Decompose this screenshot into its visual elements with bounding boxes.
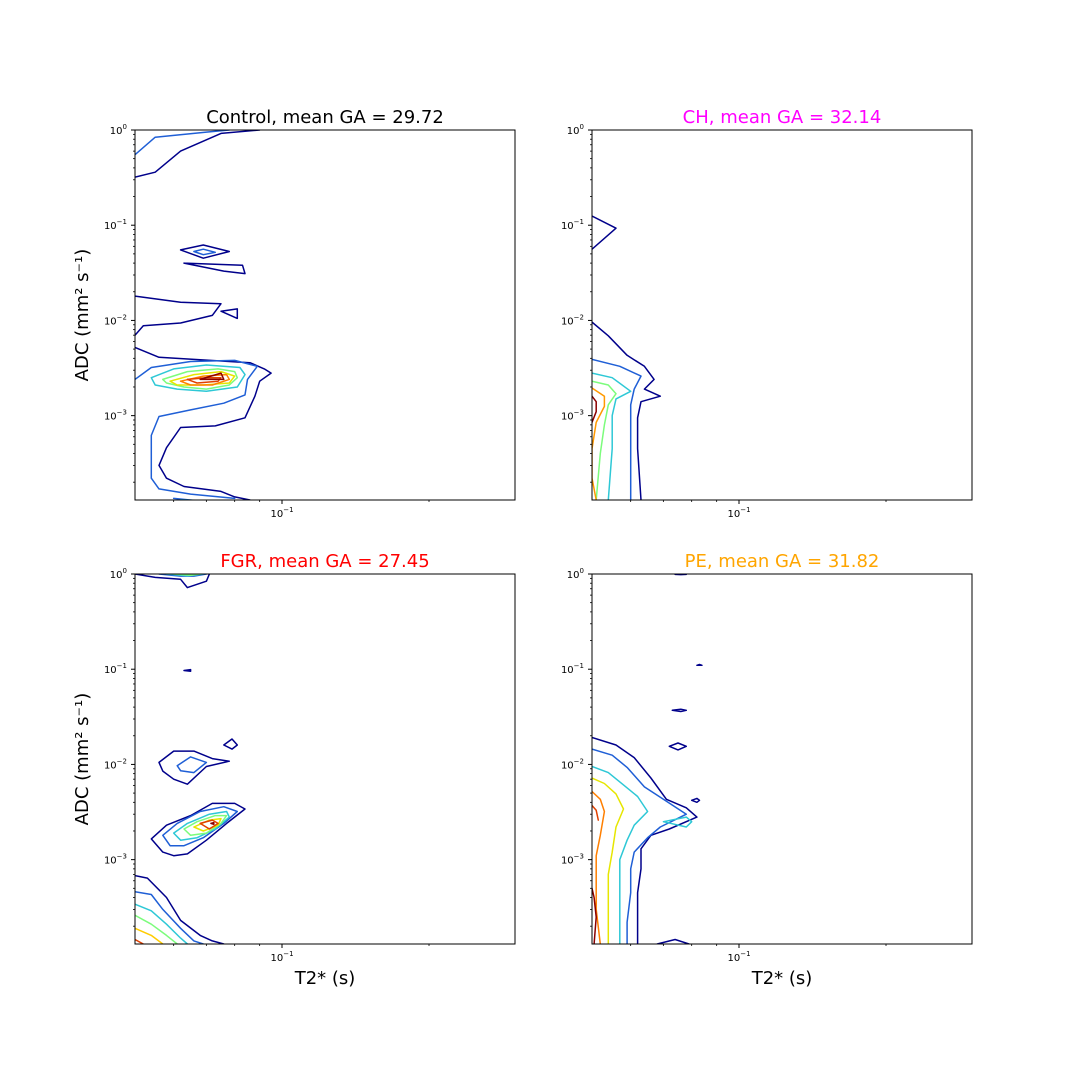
y-tick-label: 100: [567, 567, 584, 581]
panel-title: PE, mean GA = 31.82: [685, 551, 880, 572]
contour-line: [668, 742, 688, 751]
y-tick-label: 10−3: [561, 409, 584, 423]
contour-line: [592, 387, 606, 500]
x-tick-label: 10−1: [727, 950, 750, 964]
contour-line: [671, 708, 688, 713]
y-tick-label: 10−2: [104, 757, 127, 771]
y-tick-label: 10−2: [561, 757, 584, 771]
panel-title: CH, mean GA = 32.14: [683, 107, 882, 128]
contour-line: [592, 358, 642, 500]
panel-1: 100 10−1 10−2 10−3 10−1 Control, mean GA = 29…: [72, 107, 516, 520]
contour-group: [592, 574, 703, 944]
contour-line: [656, 938, 690, 944]
contour-line: [183, 262, 246, 275]
contour-line: [172, 810, 231, 841]
contour-line: [592, 372, 632, 500]
x-axis-label: T2* (s): [751, 968, 813, 989]
panel-3: 100 10−1 10−2 10−3 10−1 FGR, mean GA = 27.45 T…: [72, 551, 516, 989]
contour-line: [183, 668, 192, 673]
contour-line: [135, 903, 189, 944]
contour-line: [220, 308, 239, 320]
contour-line: [162, 368, 239, 390]
contour-line: [662, 816, 693, 828]
contour-line: [199, 819, 219, 830]
contour-line: [592, 790, 606, 944]
contour-line: [592, 887, 597, 944]
contour-line: [592, 380, 617, 500]
contour-line: [592, 804, 600, 821]
y-tick-label: 10−3: [561, 853, 584, 867]
y-tick-label: 100: [567, 123, 584, 137]
contour-group: [135, 574, 246, 944]
y-tick-label: 10−3: [104, 409, 127, 423]
contour-line: [210, 821, 215, 826]
contour-line: [135, 130, 231, 156]
panel-title: FGR, mean GA = 27.45: [220, 551, 429, 572]
contour-line: [592, 748, 688, 944]
contour-line: [135, 295, 272, 500]
y-tick-label: 10−2: [561, 313, 584, 327]
axes-frame: [591, 129, 973, 501]
y-tick-label: 10−1: [104, 218, 127, 232]
y-tick-label: 10−1: [561, 662, 584, 676]
x-tick-label: 10−1: [727, 506, 750, 520]
contour-line: [183, 814, 228, 837]
contour-line: [592, 395, 597, 424]
contour-line: [135, 914, 178, 944]
y-axis-label: ADC (mm² s⁻¹): [72, 693, 93, 826]
contour-line: [150, 364, 246, 393]
contour-line: [135, 130, 261, 178]
x-axis-label: T2* (s): [294, 968, 356, 989]
y-tick-label: 10−3: [104, 853, 127, 867]
contour-line: [592, 736, 698, 944]
contour-line: [696, 663, 703, 667]
panel-title: Control, mean GA = 29.72: [206, 107, 444, 128]
contour-line: [158, 750, 231, 785]
contour-line: [592, 215, 617, 250]
contour-line: [135, 359, 259, 500]
contour-line: [179, 373, 231, 386]
axes-frame: [134, 129, 516, 501]
contour-line: [150, 802, 246, 857]
contour-line: [592, 765, 649, 944]
contour-line: [169, 370, 236, 386]
y-tick-label: 100: [110, 123, 127, 137]
contour-line: [135, 874, 225, 944]
axes-frame: [591, 573, 973, 945]
axes-frame: [134, 573, 516, 945]
contour-line: [193, 248, 217, 256]
y-tick-label: 10−1: [104, 662, 127, 676]
panel-2: 100 10−1 10−2 10−3 10−1 CH, mean GA = 32.14: [561, 107, 973, 520]
contour-line: [179, 244, 231, 259]
contour-line: [176, 756, 208, 774]
y-tick-label: 10−2: [104, 313, 127, 327]
contour-line: [592, 321, 662, 500]
contour-line: [135, 890, 205, 944]
contour-line: [135, 927, 164, 944]
panel-4: 100 10−1 10−2 10−3 10−1 PE, mean GA = 31.82 T2…: [561, 551, 973, 989]
contour-line: [592, 777, 625, 944]
contour-group: [592, 215, 662, 500]
contour-line: [135, 938, 145, 944]
contour-line: [690, 797, 701, 804]
contour-line: [199, 372, 225, 381]
contour-line: [162, 805, 239, 847]
contour-group: [135, 130, 272, 500]
x-tick-label: 10−1: [270, 506, 293, 520]
contour-line: [135, 574, 211, 589]
y-axis-label: ADC (mm² s⁻¹): [72, 249, 93, 382]
y-tick-label: 100: [110, 567, 127, 581]
contour-line: [223, 738, 239, 750]
y-tick-label: 10−1: [561, 218, 584, 232]
x-tick-label: 10−1: [270, 950, 293, 964]
